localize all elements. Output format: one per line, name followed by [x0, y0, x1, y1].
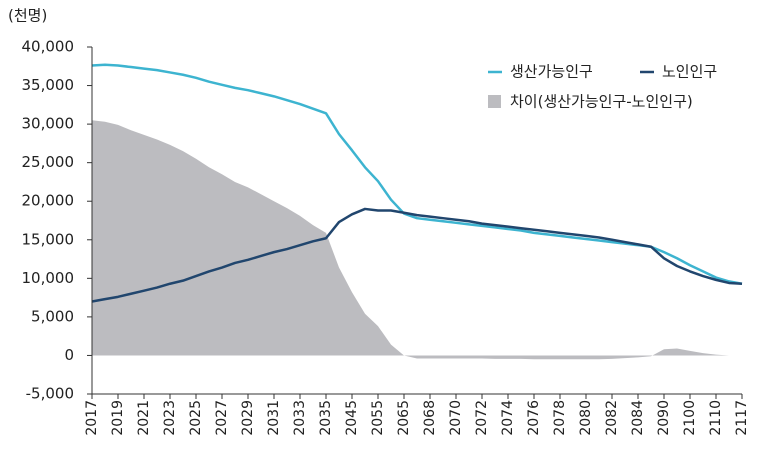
x-tick-label: 2090 [656, 400, 672, 436]
y-tick-label: 0 [64, 346, 74, 364]
x-tick-label: 2070 [448, 400, 464, 436]
x-tick-label: 2072 [474, 400, 490, 436]
y-tick-label: 30,000 [22, 115, 75, 133]
y-tick-label: 5,000 [31, 307, 74, 325]
y-tick-label: 20,000 [22, 192, 75, 210]
legend-label: 노인인구 [662, 63, 717, 81]
x-tick-label: 2076 [526, 400, 542, 436]
x-tick-label: 2074 [500, 400, 516, 436]
x-tick-label: 2117 [734, 400, 750, 436]
unit-label: (천명) [8, 7, 47, 25]
x-tick-label: 2082 [604, 400, 620, 436]
legend-label: 생산가능인구 [510, 63, 593, 81]
y-tick-label: 35,000 [22, 76, 75, 94]
y-tick-label: 10,000 [22, 269, 75, 287]
x-tick-label: 2068 [422, 400, 438, 436]
x-tick-label: 2110 [708, 400, 724, 436]
x-tick-label: 2029 [240, 400, 256, 436]
x-tick-label: 2025 [188, 400, 204, 436]
x-tick-label: 2027 [214, 400, 230, 436]
x-tick-label: 2021 [136, 400, 152, 436]
x-tick-label: 2055 [370, 400, 386, 436]
x-tick-label: 2080 [578, 400, 594, 436]
legend-label: 차이(생산가능인구-노인인구) [510, 93, 693, 111]
x-tick-label: 2035 [318, 400, 334, 436]
x-tick-label: 2045 [344, 400, 360, 436]
difference-area [92, 120, 742, 360]
x-tick-label: 2078 [552, 400, 568, 436]
x-tick-label: 2100 [682, 400, 698, 436]
x-tick-label: 2017 [84, 400, 100, 436]
x-tick-label: 2033 [292, 400, 308, 436]
x-tick-label: 2019 [110, 400, 126, 436]
x-tick-label: 2031 [266, 400, 282, 436]
series-line [91, 207, 743, 303]
y-tick-label: 15,000 [22, 230, 75, 248]
x-tick-label: 2023 [162, 400, 178, 436]
x-tick-label: 2065 [396, 400, 412, 436]
legend-swatch [488, 95, 501, 108]
y-tick-label: -5,000 [26, 385, 74, 403]
y-tick-label: 40,000 [22, 38, 75, 56]
y-tick-label: 25,000 [22, 153, 75, 171]
x-tick-label: 2084 [630, 400, 646, 436]
